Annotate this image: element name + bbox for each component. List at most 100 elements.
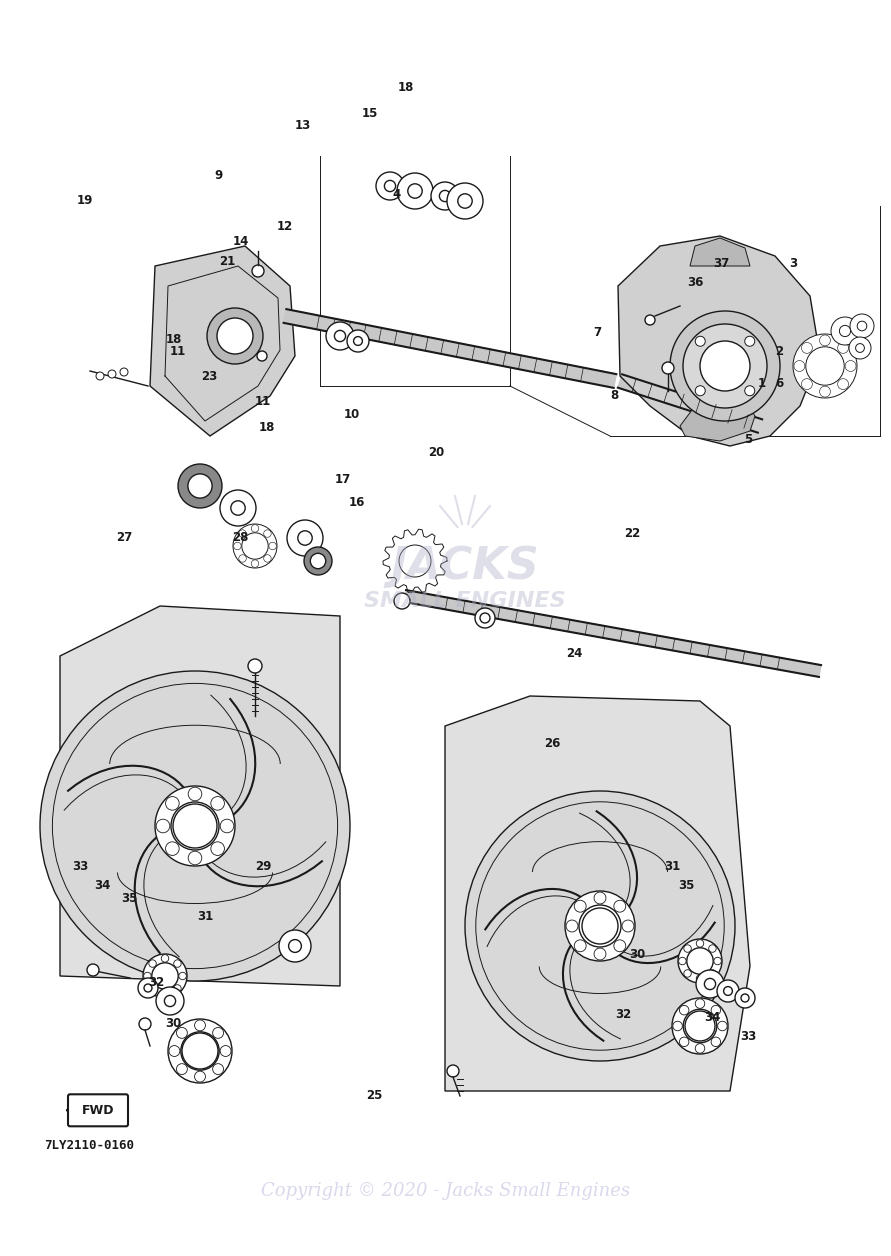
- Circle shape: [174, 960, 181, 967]
- Circle shape: [696, 975, 704, 982]
- Circle shape: [614, 939, 625, 952]
- Circle shape: [251, 525, 258, 533]
- Circle shape: [87, 965, 99, 976]
- Circle shape: [143, 955, 187, 999]
- Circle shape: [217, 318, 253, 354]
- Circle shape: [745, 386, 755, 396]
- Circle shape: [683, 1010, 716, 1042]
- FancyBboxPatch shape: [68, 1094, 128, 1127]
- Circle shape: [188, 852, 201, 865]
- Polygon shape: [404, 590, 822, 677]
- Circle shape: [233, 543, 241, 550]
- Text: 35: 35: [678, 879, 694, 892]
- Circle shape: [161, 990, 168, 997]
- Circle shape: [714, 957, 722, 965]
- Circle shape: [168, 1019, 232, 1083]
- Circle shape: [745, 337, 755, 347]
- Circle shape: [565, 891, 635, 961]
- Circle shape: [176, 1027, 187, 1039]
- Circle shape: [169, 1045, 180, 1056]
- Circle shape: [696, 970, 724, 999]
- Circle shape: [213, 1064, 224, 1075]
- Text: 31: 31: [665, 860, 681, 873]
- Circle shape: [241, 533, 268, 559]
- Text: 10: 10: [344, 408, 360, 421]
- Text: 27: 27: [117, 531, 133, 544]
- Circle shape: [711, 1005, 721, 1015]
- Circle shape: [838, 378, 848, 389]
- Circle shape: [251, 560, 258, 568]
- Circle shape: [683, 324, 767, 408]
- Circle shape: [708, 970, 716, 977]
- Text: 18: 18: [259, 421, 275, 433]
- Circle shape: [174, 985, 181, 992]
- Circle shape: [166, 842, 179, 855]
- Text: SMALL ENGINES: SMALL ENGINES: [364, 592, 566, 610]
- Text: 32: 32: [616, 1009, 632, 1021]
- Circle shape: [310, 554, 326, 569]
- Circle shape: [211, 796, 225, 810]
- Circle shape: [465, 791, 735, 1061]
- Circle shape: [239, 530, 246, 538]
- Circle shape: [182, 1032, 218, 1069]
- Circle shape: [326, 322, 354, 350]
- Circle shape: [820, 335, 830, 345]
- Circle shape: [194, 1071, 206, 1081]
- Circle shape: [179, 972, 186, 980]
- Circle shape: [181, 1031, 219, 1070]
- Text: 20: 20: [429, 446, 445, 458]
- Circle shape: [447, 183, 483, 219]
- Circle shape: [672, 999, 728, 1054]
- Text: 33: 33: [740, 1030, 756, 1042]
- Circle shape: [838, 343, 848, 353]
- Text: JACKS: JACKS: [390, 545, 539, 588]
- Circle shape: [143, 972, 151, 980]
- Circle shape: [680, 1037, 689, 1046]
- Text: 28: 28: [233, 531, 249, 544]
- Circle shape: [793, 334, 857, 398]
- Circle shape: [850, 314, 874, 338]
- Circle shape: [839, 325, 851, 337]
- Circle shape: [173, 804, 217, 848]
- Circle shape: [717, 1021, 727, 1031]
- Circle shape: [376, 172, 404, 200]
- Text: 8: 8: [610, 389, 619, 402]
- Circle shape: [855, 344, 864, 353]
- Polygon shape: [618, 236, 820, 446]
- Circle shape: [399, 545, 431, 577]
- Circle shape: [287, 520, 323, 556]
- Circle shape: [645, 315, 655, 325]
- Text: FWD: FWD: [82, 1104, 114, 1117]
- Circle shape: [151, 963, 178, 990]
- Circle shape: [480, 613, 490, 623]
- Circle shape: [194, 1020, 206, 1031]
- Text: 19: 19: [77, 195, 93, 207]
- Circle shape: [708, 945, 716, 952]
- Polygon shape: [283, 309, 617, 388]
- Circle shape: [439, 191, 451, 202]
- Circle shape: [662, 362, 674, 374]
- Circle shape: [144, 983, 152, 992]
- Circle shape: [220, 490, 256, 526]
- Text: 34: 34: [94, 879, 110, 892]
- Text: Copyright © 2020 - Jacks Small Engines: Copyright © 2020 - Jacks Small Engines: [261, 1182, 630, 1199]
- Text: 3: 3: [789, 257, 797, 270]
- Text: 34: 34: [705, 1011, 721, 1024]
- Text: 11: 11: [255, 396, 271, 408]
- Text: 35: 35: [121, 892, 137, 904]
- Circle shape: [298, 531, 312, 545]
- Text: 9: 9: [214, 170, 223, 182]
- Circle shape: [614, 901, 625, 912]
- Circle shape: [257, 350, 267, 360]
- Circle shape: [802, 343, 813, 353]
- Circle shape: [579, 906, 621, 947]
- Text: 2: 2: [775, 345, 784, 358]
- Circle shape: [156, 987, 184, 1015]
- Text: 7LY2110-0160: 7LY2110-0160: [45, 1139, 135, 1152]
- Circle shape: [711, 1037, 721, 1046]
- Polygon shape: [150, 246, 295, 436]
- Circle shape: [695, 999, 705, 1009]
- Circle shape: [40, 671, 350, 981]
- Circle shape: [269, 543, 276, 550]
- Circle shape: [680, 1005, 689, 1015]
